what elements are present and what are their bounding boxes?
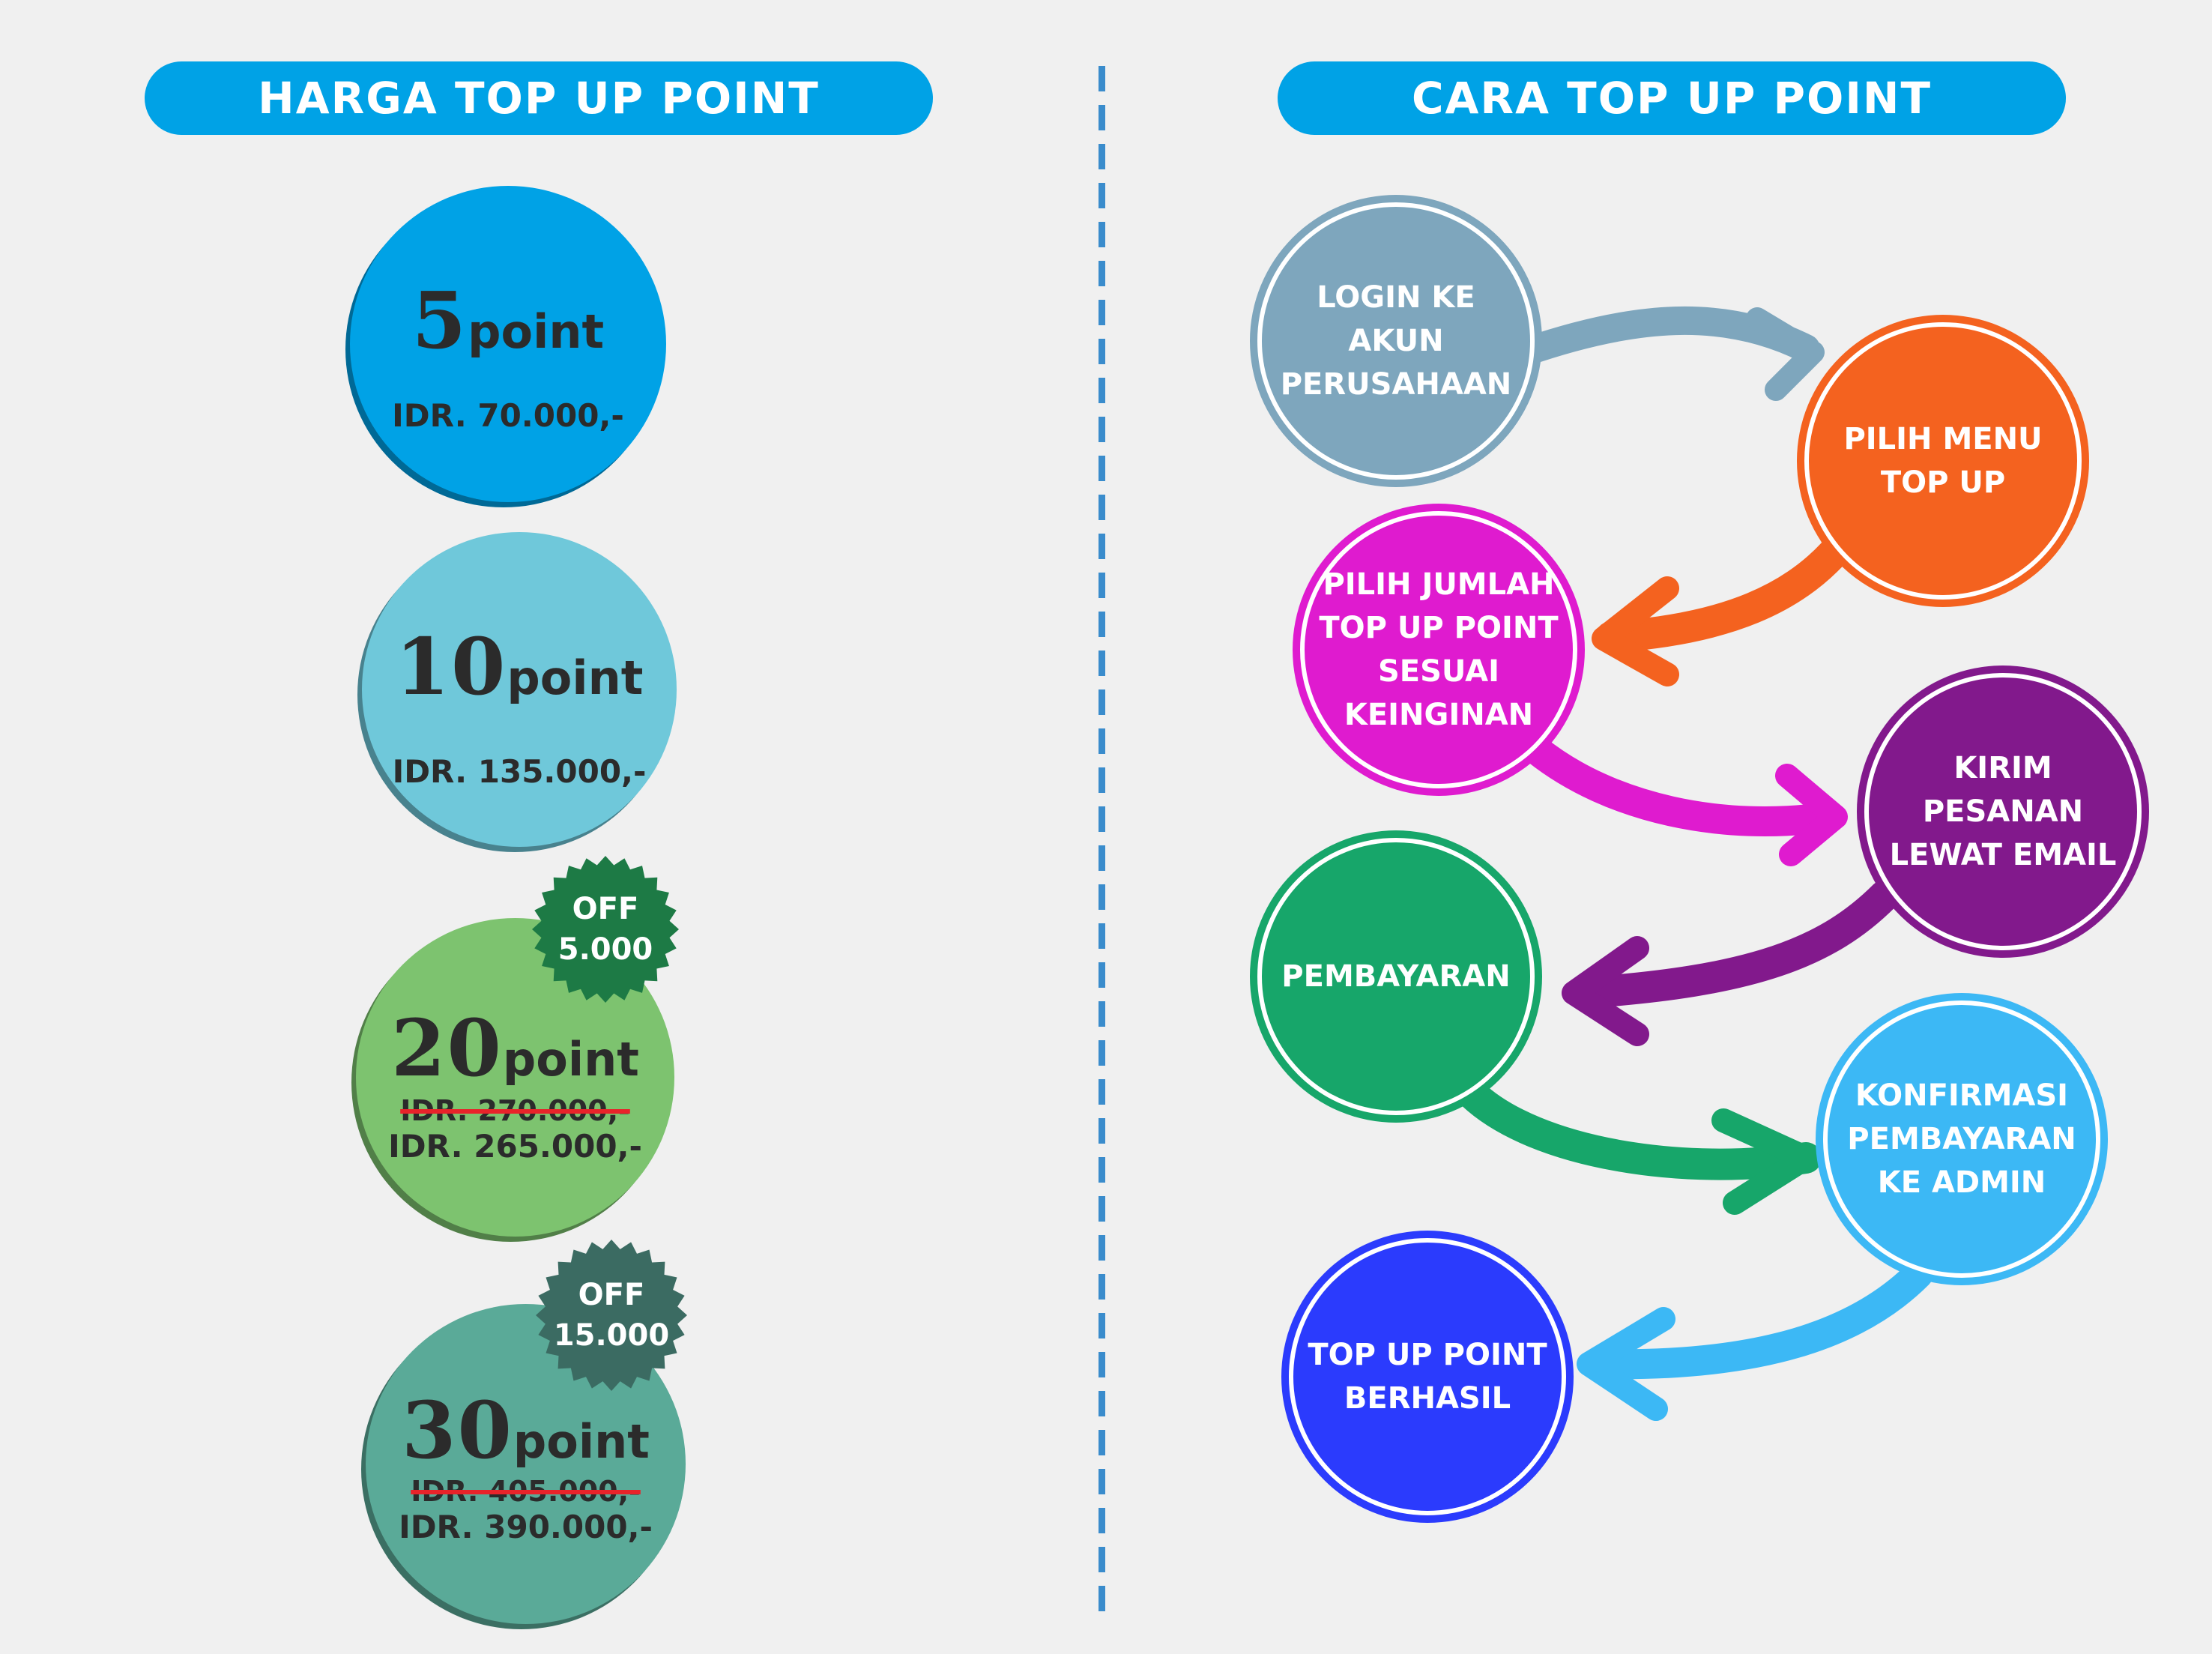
arrow-step2-to-step3 [1595, 524, 1861, 653]
package-old-price: IDR. 405.000,- [411, 1475, 641, 1508]
starburst-icon [532, 856, 679, 1003]
arrow-head-2 [1592, 576, 1679, 686]
arrow-head-5 [1711, 1108, 1818, 1215]
arrow-step4-to-step5 [1565, 880, 1900, 1009]
arrow-head-3 [1775, 764, 1848, 866]
package-old-price: IDR. 270.000,- [400, 1094, 630, 1127]
arrow-step6-to-step7 [1581, 1259, 1933, 1380]
arrow-step3-to-step4 [1521, 734, 1843, 836]
step-berhasil: TOP UP POINT BERHASIL [1281, 1231, 1574, 1523]
package-price: IDR. 265.000,- [388, 1128, 642, 1165]
arrow-head-1 [1746, 307, 1825, 401]
starburst-icon [536, 1240, 687, 1391]
arrow-step5-to-step6 [1457, 1078, 1822, 1180]
step-login: LOGIN KE AKUN PERUSAHAAN [1250, 195, 1542, 487]
step-pembayaran: PEMBAYARAN [1250, 830, 1542, 1123]
discount-badge: OFF 5.000 [531, 854, 680, 1004]
dashed-divider [1099, 66, 1105, 1617]
discount-badge: OFF 15.000 [534, 1238, 689, 1392]
steps-header: CARA TOP UP POINT [1278, 61, 2066, 135]
step-pilih-menu: PILIH MENU TOP UP [1797, 315, 2089, 607]
package-5-point[interactable]: 5point IDR. 70.000,- [350, 186, 666, 502]
package-points: 10point [395, 621, 644, 713]
price-header: HARGA TOP UP POINT [145, 61, 933, 135]
package-points: 20point [391, 1002, 639, 1094]
package-price: IDR. 135.000,- [392, 753, 647, 790]
package-points: 30point [402, 1384, 650, 1476]
step-kirim-pesanan: KIRIM PESANAN LEWAT EMAIL [1857, 665, 2149, 958]
package-price: IDR. 70.000,- [392, 397, 624, 434]
step-konfirmasi: KONFIRMASI PEMBAYARAN KE ADMIN [1816, 993, 2108, 1285]
arrow-head-4 [1562, 936, 1649, 1046]
step-pilih-jumlah: PILIH JUMLAH TOP UP POINT SESUAI KEINGINAN [1293, 504, 1585, 796]
arrow-head-6 [1577, 1307, 1675, 1421]
package-price: IDR. 390.000,- [399, 1509, 653, 1545]
package-points: 5point [411, 274, 605, 366]
package-20-point[interactable]: 20point IDR. 270.000,- IDR. 265.000,- [356, 918, 674, 1237]
package-10-point[interactable]: 10point IDR. 135.000,- [362, 532, 677, 847]
